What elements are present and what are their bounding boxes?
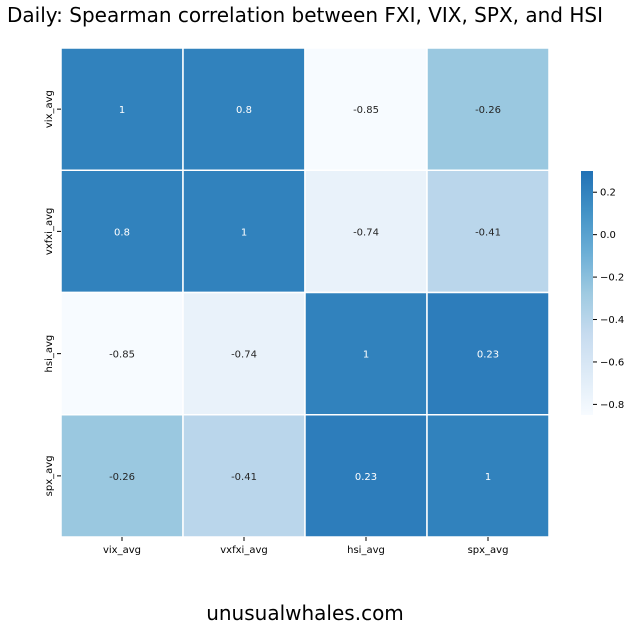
cell-value-label: 1 <box>119 105 125 116</box>
heatmap-cells: 1 0.8 -0.85 -0.26 0.8 1 -0.74 -0.41 -0.85 -0.74 1 0… <box>60 47 550 538</box>
x-tick-label: hsi_avg <box>347 545 385 556</box>
y-tick-label: vix_avg <box>44 90 55 128</box>
cell-value-label: -0.41 <box>475 227 501 238</box>
cell-value-label: -0.41 <box>231 472 257 483</box>
heatmap-cell-vix_avg-vix_avg <box>60 47 184 171</box>
heatmap-cell-spx_avg-vxfxi_avg <box>182 414 306 538</box>
x-tick-label: vxfxi_avg <box>220 545 267 556</box>
colorbar: 0.2 0.0 −0.2 −0.4 −0.6 −0.8 <box>581 171 624 415</box>
cell-value-label: 1 <box>363 350 369 361</box>
cell-value-label: -0.26 <box>109 472 135 483</box>
heatmap-cell-vix_avg-spx_avg <box>426 47 550 171</box>
heatmap-cell-vix_avg-vxfxi_avg <box>182 47 306 171</box>
x-tick-label: spx_avg <box>468 545 509 556</box>
heatmap-cell-vxfxi_avg-spx_avg <box>426 169 550 294</box>
cell-value-label: 0.23 <box>355 472 377 483</box>
cell-value-label: 0.8 <box>236 105 252 116</box>
cell-value-label: -0.85 <box>109 350 135 361</box>
cell-value-label: -0.74 <box>353 227 379 238</box>
heatmap-cell-hsi_avg-vxfxi_avg <box>182 291 306 416</box>
cell-value-label: -0.26 <box>475 105 501 116</box>
colorbar-tick-label: −0.6 <box>600 357 624 368</box>
colorbar-tick-label: −0.8 <box>600 400 624 411</box>
heatmap-cell-spx_avg-vix_avg <box>60 414 184 538</box>
chart-title: Daily: Spearman correlation between FXI,… <box>7 3 603 27</box>
colorbar-tick-label: 0.0 <box>600 230 616 241</box>
heatmap-cell-vxfxi_avg-vxfxi_avg <box>182 169 306 294</box>
footer-watermark: unusualwhales.com <box>206 601 404 625</box>
heatmap-cell-spx_avg-spx_avg <box>426 414 550 538</box>
x-tick-label: vix_avg <box>103 545 141 556</box>
cell-value-label: 1 <box>485 472 491 483</box>
heatmap-cell-vxfxi_avg-vix_avg <box>60 169 184 294</box>
colorbar-tick-label: 0.2 <box>600 188 616 199</box>
y-tick-label: hsi_avg <box>44 335 55 373</box>
y-tick-label: vxfxi_avg <box>44 208 55 255</box>
y-axis-ticks: vix_avg vxfxi_avg hsi_avg spx_avg <box>44 90 61 496</box>
cell-value-label: 1 <box>241 227 247 238</box>
cell-value-label: -0.85 <box>353 105 379 116</box>
colorbar-gradient <box>581 171 593 415</box>
heatmap-cell-hsi_avg-spx_avg <box>426 291 550 416</box>
x-axis-ticks: vix_avg vxfxi_avg hsi_avg spx_avg <box>103 537 508 556</box>
cell-value-label: 0.8 <box>114 227 130 238</box>
colorbar-tick-label: −0.4 <box>600 315 624 326</box>
colorbar-tick-label: −0.2 <box>600 273 624 284</box>
cell-value-label: 0.23 <box>477 350 499 361</box>
cell-value-label: -0.74 <box>231 350 257 361</box>
y-tick-label: spx_avg <box>44 455 55 496</box>
heatmap-cell-vix_avg-hsi_avg <box>304 47 428 171</box>
